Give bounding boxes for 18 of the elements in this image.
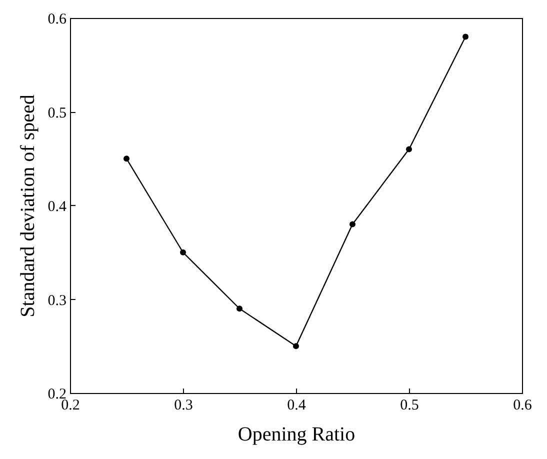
- y-tick-label: 0.6: [48, 12, 67, 28]
- point: [180, 249, 186, 256]
- point: [350, 221, 356, 228]
- y-tick-label: 0.5: [48, 105, 66, 122]
- x-tick-label: 0.2: [61, 398, 80, 414]
- y-tick-label: 0.4: [48, 199, 67, 215]
- y-axis-title: Standard deviation of speed: [16, 94, 39, 318]
- x-tick-label: 0.3: [174, 398, 193, 414]
- point: [236, 306, 242, 312]
- x-axis-title: Opening Ratio: [238, 424, 356, 446]
- point: [406, 146, 412, 152]
- x-tick-label: 0.6: [513, 398, 532, 414]
- point: [124, 156, 130, 162]
- point: [293, 343, 299, 350]
- y-tick-label: 0.3: [48, 292, 66, 309]
- x-tick-label: 0.5: [400, 398, 419, 414]
- x-tick-label: 0.4: [287, 398, 306, 414]
- point: [462, 34, 468, 40]
